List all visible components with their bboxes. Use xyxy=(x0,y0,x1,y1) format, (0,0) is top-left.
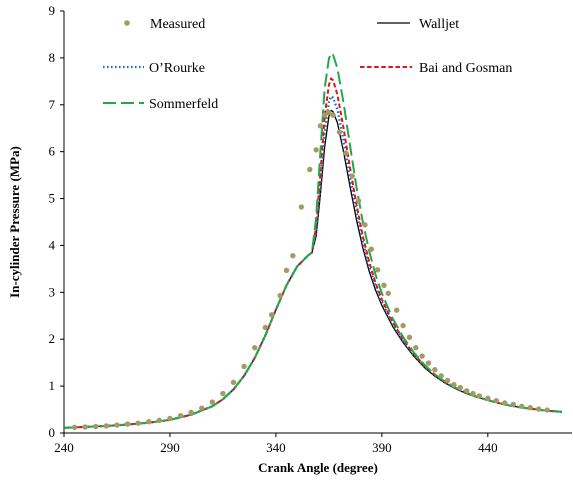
legend-item-sommerfeld: Sommerfeld xyxy=(103,97,218,112)
data-point xyxy=(313,147,319,153)
legend-label: O’Rourke xyxy=(149,61,205,76)
data-point xyxy=(124,421,131,427)
data-point xyxy=(103,423,110,429)
y-tick-label: 3 xyxy=(49,284,56,299)
y-tick-label: 0 xyxy=(49,425,56,440)
x-tick-label: 240 xyxy=(54,440,74,455)
data-point xyxy=(268,312,275,318)
data-point xyxy=(220,390,226,397)
data-point xyxy=(470,390,476,397)
data-point xyxy=(93,423,99,430)
data-point xyxy=(374,267,381,273)
data-point xyxy=(432,367,438,373)
series-line-bai-and-gosman xyxy=(63,77,563,429)
data-point xyxy=(283,267,290,273)
y-tick-label: 5 xyxy=(49,191,56,206)
series-measured xyxy=(71,109,550,431)
data-point xyxy=(146,419,152,425)
legend-label: Sommerfeld xyxy=(149,97,218,112)
data-point xyxy=(230,379,237,386)
data-point xyxy=(349,173,355,179)
data-point xyxy=(502,400,508,406)
data-point xyxy=(519,403,525,409)
data-point xyxy=(535,406,542,412)
data-point xyxy=(485,395,491,402)
legend-layer: Measured Walljet O’Rourke Bai and Gosman Som… xyxy=(103,17,512,112)
x-axis-title: Crank Angle (degree) xyxy=(258,460,378,475)
data-point xyxy=(326,109,332,115)
data-point xyxy=(438,373,444,379)
data-point xyxy=(252,344,258,351)
data-point xyxy=(406,334,413,341)
data-point xyxy=(298,204,305,210)
data-point xyxy=(413,344,419,351)
data-point xyxy=(362,222,368,228)
series-layer xyxy=(63,52,563,431)
y-axis-title: In-cylinder Pressure (MPa) xyxy=(7,146,22,298)
data-point xyxy=(425,360,432,366)
data-point xyxy=(368,246,374,252)
x-tick-label: 290 xyxy=(160,440,180,455)
data-point xyxy=(188,409,194,416)
data-point xyxy=(262,324,269,331)
data-point xyxy=(457,384,463,391)
data-point xyxy=(336,129,343,135)
legend-item-measured: Measured xyxy=(124,17,205,32)
y-tick-label: 8 xyxy=(49,50,56,65)
data-point xyxy=(71,424,78,431)
data-point xyxy=(544,407,550,413)
y-tick-label: 2 xyxy=(49,331,56,346)
legend-item-walljet: Walljet xyxy=(377,17,459,32)
data-point xyxy=(463,388,470,394)
data-point xyxy=(317,123,324,129)
data-point xyxy=(355,198,362,204)
legend-marker xyxy=(124,20,130,26)
data-point xyxy=(394,307,400,313)
data-point xyxy=(527,404,533,411)
data-point xyxy=(476,393,483,399)
data-point xyxy=(177,412,184,419)
legend-label: Walljet xyxy=(419,17,459,32)
series-line-walljet xyxy=(63,109,563,429)
y-tick-label: 7 xyxy=(49,97,56,112)
data-point xyxy=(451,382,457,388)
data-point xyxy=(493,397,500,404)
data-point xyxy=(510,401,516,408)
legend-item-bai-and-gosman: Bai and Gosman xyxy=(360,61,512,76)
y-tick-label: 6 xyxy=(49,144,56,159)
data-point xyxy=(156,417,163,424)
data-point xyxy=(444,377,451,384)
axes-layer: 0 1 2 3 4 5 6 7 8 9 240 290 340 390 440 xyxy=(49,3,572,455)
x-tick-label: 390 xyxy=(372,440,392,455)
data-point xyxy=(241,363,247,370)
data-point xyxy=(381,282,387,288)
data-point xyxy=(330,112,336,118)
series-line-o-rourke xyxy=(63,95,563,429)
legend-item-o-rourke: O’Rourke xyxy=(103,61,205,76)
legend-label: Bai and Gosman xyxy=(419,61,512,76)
data-point xyxy=(307,166,313,173)
data-point xyxy=(343,150,349,156)
data-point xyxy=(199,405,205,411)
data-point xyxy=(321,112,328,118)
y-tick-label: 9 xyxy=(49,3,56,18)
x-tick-label: 340 xyxy=(266,440,286,455)
data-point xyxy=(385,290,391,296)
data-point xyxy=(114,422,120,428)
data-point xyxy=(82,424,88,430)
data-point xyxy=(209,399,216,405)
series-line-sommerfeld xyxy=(63,52,563,429)
data-point xyxy=(290,253,296,259)
y-tick-label: 4 xyxy=(49,237,56,252)
data-point xyxy=(167,415,173,422)
data-point xyxy=(400,322,406,329)
data-point xyxy=(419,353,425,359)
data-point xyxy=(277,292,283,299)
legend-label: Measured xyxy=(150,17,205,32)
y-tick-label: 1 xyxy=(49,378,56,393)
data-point xyxy=(135,420,141,426)
x-tick-label: 440 xyxy=(478,440,498,455)
